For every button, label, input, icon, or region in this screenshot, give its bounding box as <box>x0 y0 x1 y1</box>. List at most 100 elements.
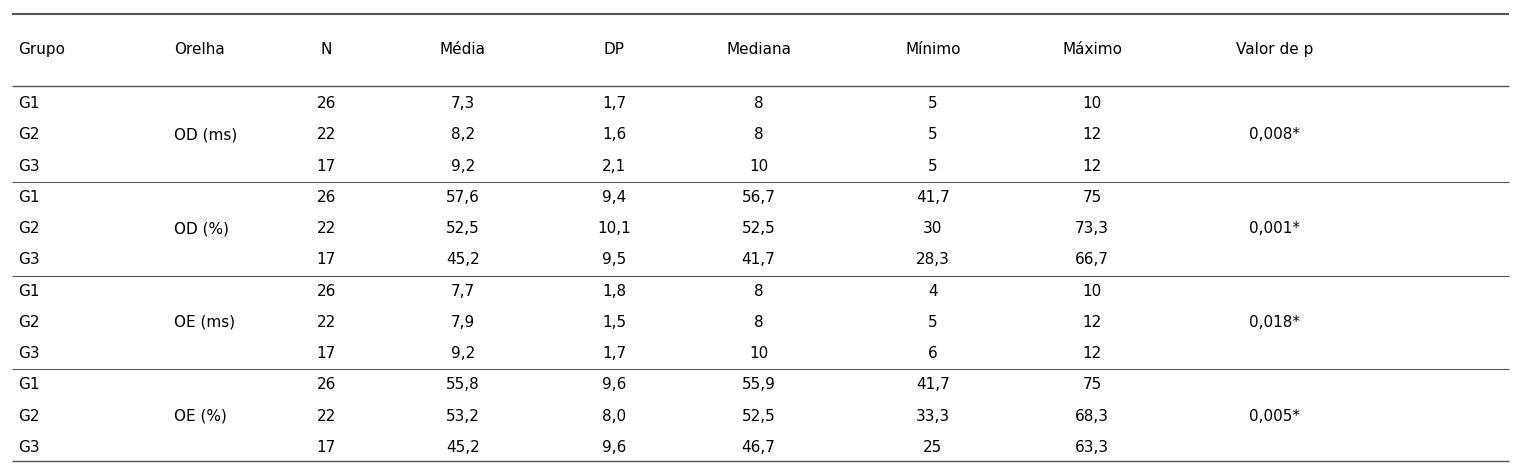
Text: OE (%): OE (%) <box>174 408 228 424</box>
Text: Mediana: Mediana <box>727 42 790 57</box>
Text: 8: 8 <box>754 284 763 299</box>
Text: 55,8: 55,8 <box>446 378 479 392</box>
Text: G1: G1 <box>18 378 39 392</box>
Text: G2: G2 <box>18 221 39 236</box>
Text: 9,5: 9,5 <box>602 252 627 267</box>
Text: 73,3: 73,3 <box>1076 221 1109 236</box>
Text: 26: 26 <box>317 190 335 205</box>
Text: 5: 5 <box>928 315 938 330</box>
Text: 8: 8 <box>754 96 763 111</box>
Text: 1,5: 1,5 <box>602 315 627 330</box>
Text: 46,7: 46,7 <box>742 440 775 455</box>
Text: 56,7: 56,7 <box>742 190 775 205</box>
Text: 66,7: 66,7 <box>1076 252 1109 267</box>
Text: 10: 10 <box>1083 284 1101 299</box>
Text: 26: 26 <box>317 284 335 299</box>
Text: 5: 5 <box>928 96 938 111</box>
Text: 52,5: 52,5 <box>742 221 775 236</box>
Text: 45,2: 45,2 <box>446 252 479 267</box>
Text: G1: G1 <box>18 96 39 111</box>
Text: 45,2: 45,2 <box>446 440 479 455</box>
Text: 9,4: 9,4 <box>602 190 627 205</box>
Text: 0,008*: 0,008* <box>1248 127 1300 142</box>
Text: 2,1: 2,1 <box>602 159 627 173</box>
Text: 22: 22 <box>317 221 335 236</box>
Text: 41,7: 41,7 <box>916 378 950 392</box>
Text: OE (ms): OE (ms) <box>174 315 235 330</box>
Text: 75: 75 <box>1083 190 1101 205</box>
Text: Máximo: Máximo <box>1062 42 1123 57</box>
Text: 22: 22 <box>317 408 335 424</box>
Text: G2: G2 <box>18 408 39 424</box>
Text: 26: 26 <box>317 96 335 111</box>
Text: 17: 17 <box>317 346 335 361</box>
Text: G1: G1 <box>18 284 39 299</box>
Text: 4: 4 <box>928 284 938 299</box>
Text: 9,2: 9,2 <box>451 346 475 361</box>
Text: DP: DP <box>604 42 625 57</box>
Text: 52,5: 52,5 <box>446 221 479 236</box>
Text: 10: 10 <box>749 346 768 361</box>
Text: G2: G2 <box>18 315 39 330</box>
Text: 7,7: 7,7 <box>451 284 475 299</box>
Text: 17: 17 <box>317 440 335 455</box>
Text: 0,005*: 0,005* <box>1248 408 1300 424</box>
Text: 7,3: 7,3 <box>451 96 475 111</box>
Text: G2: G2 <box>18 127 39 142</box>
Text: 1,6: 1,6 <box>602 127 627 142</box>
Text: 75: 75 <box>1083 378 1101 392</box>
Text: 41,7: 41,7 <box>916 190 950 205</box>
Text: G3: G3 <box>18 159 39 173</box>
Text: 26: 26 <box>317 378 335 392</box>
Text: 5: 5 <box>928 127 938 142</box>
Text: Orelha: Orelha <box>174 42 225 57</box>
Text: 8: 8 <box>754 315 763 330</box>
Text: 68,3: 68,3 <box>1076 408 1109 424</box>
Text: 57,6: 57,6 <box>446 190 479 205</box>
Text: 17: 17 <box>317 159 335 173</box>
Text: 55,9: 55,9 <box>742 378 775 392</box>
Text: 22: 22 <box>317 315 335 330</box>
Text: 33,3: 33,3 <box>916 408 950 424</box>
Text: 1,8: 1,8 <box>602 284 627 299</box>
Text: 17: 17 <box>317 252 335 267</box>
Text: 8: 8 <box>754 127 763 142</box>
Text: 8,2: 8,2 <box>451 127 475 142</box>
Text: 22: 22 <box>317 127 335 142</box>
Text: 12: 12 <box>1083 159 1101 173</box>
Text: 7,9: 7,9 <box>451 315 475 330</box>
Text: OD (ms): OD (ms) <box>174 127 238 142</box>
Text: 9,6: 9,6 <box>602 440 627 455</box>
Text: N: N <box>320 42 332 57</box>
Text: 1,7: 1,7 <box>602 96 627 111</box>
Text: G3: G3 <box>18 252 39 267</box>
Text: 1,7: 1,7 <box>602 346 627 361</box>
Text: 0,001*: 0,001* <box>1248 221 1300 236</box>
Text: 0,018*: 0,018* <box>1248 315 1300 330</box>
Text: OD (%): OD (%) <box>174 221 229 236</box>
Text: 10: 10 <box>749 159 768 173</box>
Text: 10: 10 <box>1083 96 1101 111</box>
Text: 8,0: 8,0 <box>602 408 627 424</box>
Text: 12: 12 <box>1083 315 1101 330</box>
Text: G3: G3 <box>18 346 39 361</box>
Text: 10,1: 10,1 <box>598 221 631 236</box>
Text: G1: G1 <box>18 190 39 205</box>
Text: 6: 6 <box>928 346 938 361</box>
Text: 5: 5 <box>928 159 938 173</box>
Text: 9,6: 9,6 <box>602 378 627 392</box>
Text: 9,2: 9,2 <box>451 159 475 173</box>
Text: 52,5: 52,5 <box>742 408 775 424</box>
Text: 25: 25 <box>924 440 942 455</box>
Text: 12: 12 <box>1083 127 1101 142</box>
Text: Média: Média <box>440 42 485 57</box>
Text: 28,3: 28,3 <box>916 252 950 267</box>
Text: Mínimo: Mínimo <box>906 42 960 57</box>
Text: 63,3: 63,3 <box>1076 440 1109 455</box>
Text: 30: 30 <box>924 221 942 236</box>
Text: Valor de p: Valor de p <box>1235 42 1314 57</box>
Text: 53,2: 53,2 <box>446 408 479 424</box>
Text: G3: G3 <box>18 440 39 455</box>
Text: 41,7: 41,7 <box>742 252 775 267</box>
Text: Grupo: Grupo <box>18 42 65 57</box>
